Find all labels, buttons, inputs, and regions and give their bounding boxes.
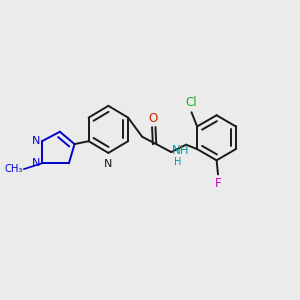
Text: NH: NH	[172, 144, 190, 158]
Text: H: H	[174, 158, 182, 167]
Text: N: N	[32, 136, 40, 146]
Text: Cl: Cl	[185, 96, 197, 110]
Text: CH₃: CH₃	[4, 164, 22, 174]
Text: N: N	[104, 159, 112, 169]
Text: F: F	[215, 177, 221, 190]
Text: O: O	[148, 112, 157, 125]
Text: N: N	[32, 158, 40, 168]
